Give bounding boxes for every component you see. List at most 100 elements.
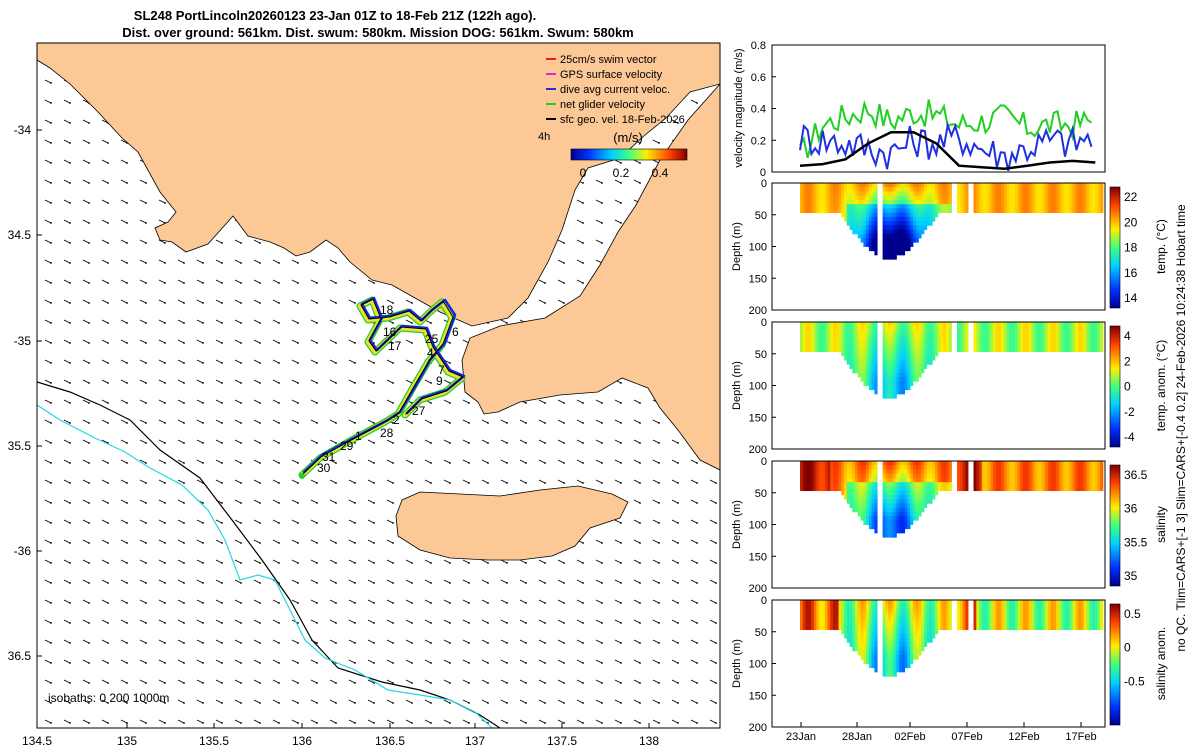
velocity-arrow xyxy=(481,679,489,684)
velocity-arrow xyxy=(177,299,185,304)
velocity-arrow xyxy=(500,639,508,644)
velocity-arrow xyxy=(595,559,603,564)
velocity-arrow xyxy=(500,319,508,324)
velocity-arrow xyxy=(215,359,223,364)
velocity-arrow xyxy=(158,519,166,524)
velocity-arrow xyxy=(158,579,166,584)
velocity-arrow xyxy=(557,719,565,724)
depth-ylabel: Depth (m) xyxy=(731,639,743,688)
velocity-arrow xyxy=(63,699,71,704)
velocity-arrow xyxy=(272,399,280,404)
velocity-arrow xyxy=(158,419,166,424)
velocity-tick-label: 0.6 xyxy=(751,72,766,84)
velocity-arrow xyxy=(386,619,394,624)
velocity-arrow xyxy=(595,719,603,724)
velocity-arrow xyxy=(82,359,90,364)
legend-label: 25cm/s swim vector xyxy=(560,54,657,66)
velocity-arrow xyxy=(272,379,280,384)
velocity-arrow xyxy=(63,539,71,544)
day-label: 30 xyxy=(317,461,331,475)
velocity-arrow xyxy=(253,419,261,424)
velocity-arrow xyxy=(82,239,90,244)
velocity-arrow xyxy=(63,619,71,624)
depth-tick-label: 200 xyxy=(749,444,767,456)
velocity-arrow xyxy=(367,579,375,584)
velocity-arrow xyxy=(310,719,318,724)
velocity-arrow xyxy=(234,399,242,404)
lon-tick-label: 135.5 xyxy=(199,734,229,748)
velocity-arrow xyxy=(196,419,204,424)
velocity-arrow xyxy=(291,699,299,704)
velocity-arrow xyxy=(500,559,508,564)
velocity-arrow xyxy=(652,419,660,424)
velocity-arrow xyxy=(386,499,394,504)
velocity-arrow xyxy=(272,719,280,724)
velocity-tick-label: 0.4 xyxy=(751,104,766,116)
velocity-arrow xyxy=(63,679,71,684)
velocity-arrow xyxy=(348,319,356,324)
velocity-arrow xyxy=(405,419,413,424)
velocity-arrow xyxy=(557,699,565,704)
velocity-arrow xyxy=(462,399,470,404)
velocity-arrow xyxy=(310,659,318,664)
velocity-arrow xyxy=(101,179,109,184)
velocity-arrow xyxy=(595,619,603,624)
velocity-arrow xyxy=(310,519,318,524)
velocity-arrow xyxy=(139,539,147,544)
velocity-arrow xyxy=(82,499,90,504)
velocity-arrow xyxy=(272,599,280,604)
depth-tick-label: 0 xyxy=(761,595,767,607)
track-start-marker xyxy=(299,473,305,479)
velocity-arrow xyxy=(557,399,565,404)
velocity-arrow xyxy=(576,239,584,244)
velocity-arrow xyxy=(253,439,261,444)
velocity-arrow xyxy=(291,279,299,284)
section-heatmap-cells xyxy=(800,183,1104,260)
velocity-arrow xyxy=(196,519,204,524)
velocity-series-line xyxy=(799,99,1093,159)
velocity-arrow xyxy=(196,639,204,644)
velocity-arrow xyxy=(139,219,147,224)
velocity-arrow xyxy=(405,379,413,384)
velocity-arrow xyxy=(519,459,527,464)
velocity-arrow xyxy=(557,419,565,424)
velocity-arrow xyxy=(234,539,242,544)
velocity-arrow xyxy=(82,279,90,284)
velocity-arrow xyxy=(139,339,147,344)
velocity-arrow xyxy=(44,179,52,184)
velocity-arrow xyxy=(158,239,166,244)
velocity-arrow xyxy=(576,399,584,404)
map-colorbar xyxy=(570,148,688,161)
velocity-arrow xyxy=(633,459,641,464)
velocity-arrow xyxy=(101,499,109,504)
colorbar-tick-label: 0 xyxy=(1124,641,1131,655)
velocity-arrow xyxy=(671,659,679,664)
velocity-arrow xyxy=(386,639,394,644)
velocity-arrow xyxy=(139,299,147,304)
velocity-arrow xyxy=(633,159,641,164)
velocity-arrow xyxy=(158,399,166,404)
velocity-arrow xyxy=(139,679,147,684)
velocity-arrow xyxy=(519,659,527,664)
velocity-arrow xyxy=(538,419,546,424)
velocity-arrow xyxy=(158,559,166,564)
velocity-arrow xyxy=(595,579,603,584)
velocity-arrow xyxy=(120,179,128,184)
velocity-arrow xyxy=(101,659,109,664)
velocity-arrow xyxy=(557,279,565,284)
velocity-arrow xyxy=(101,279,109,284)
velocity-arrow xyxy=(291,539,299,544)
velocity-arrow xyxy=(538,719,546,724)
velocity-arrow xyxy=(253,539,261,544)
velocity-arrow xyxy=(614,159,622,164)
depth-tick-label: 0 xyxy=(761,178,767,190)
velocity-arrow xyxy=(424,559,432,564)
velocity-arrow xyxy=(671,459,679,464)
velocity-arrow xyxy=(367,559,375,564)
velocity-arrow xyxy=(329,319,337,324)
depth-tick-label: 150 xyxy=(749,551,767,563)
legend-label: net glider velocity xyxy=(560,99,645,111)
velocity-arrow xyxy=(690,639,698,644)
velocity-arrow xyxy=(310,539,318,544)
velocity-arrow xyxy=(595,179,603,184)
